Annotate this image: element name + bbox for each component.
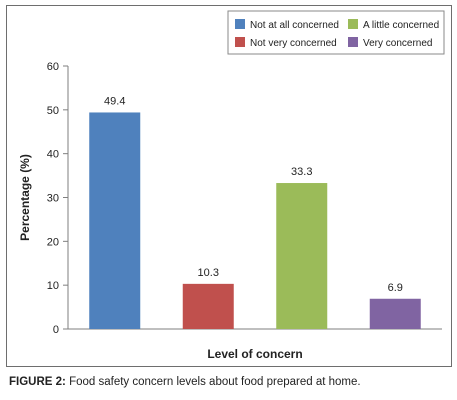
data-label: 49.4 [104,95,125,107]
legend-swatch [235,37,245,47]
chart-frame: 0 10 20 30 40 50 60 49.4 10.3 33.3 6.9 Percentage… [6,5,452,367]
y-tick-label: 40 [47,149,59,161]
y-tick-label: 60 [47,61,59,73]
data-label: 33.3 [291,166,312,178]
y-tick-label: 50 [47,105,59,117]
data-label: 6.9 [388,282,403,294]
bar-chart: 0 10 20 30 40 50 60 49.4 10.3 33.3 6.9 Percentage… [18,10,445,361]
y-tick-label: 30 [47,193,59,205]
bar [89,112,141,329]
y-tick-label: 0 [53,324,59,336]
legend-box [227,10,445,55]
caption-text: Food safety concern levels about food pr… [65,376,361,388]
bar [182,283,234,329]
legend-entry: Not at all concerned [250,20,339,31]
data-label: 10.3 [198,267,219,279]
data-labels: 49.4 10.3 33.3 6.9 [104,95,403,293]
bar [276,183,328,329]
legend-swatch [348,37,358,47]
bars [89,112,421,329]
y-tick-label: 20 [47,236,59,248]
legend-swatch [348,19,358,29]
x-axis-label: Level of concern [207,347,302,361]
legend-entry: A little concerned [363,20,439,31]
y-tick-label: 10 [47,280,59,292]
legend-entry: Very concerned [363,38,433,49]
legend-swatch [235,19,245,29]
caption-label: FIGURE 2: [9,376,66,388]
legend-entry: Not very concerned [250,38,337,49]
bar [369,298,421,329]
legend: Not at all concerned A little concerned No… [227,10,445,55]
figure-caption: FIGURE 2: Food safety concern levels abo… [9,376,361,388]
y-axis-label: Percentage (%) [18,154,32,241]
